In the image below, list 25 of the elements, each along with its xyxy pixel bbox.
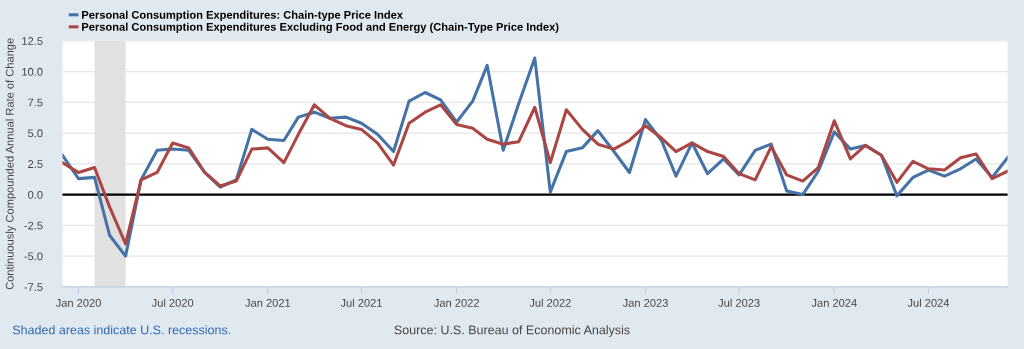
x-tick-label: Jan 2024: [811, 298, 857, 307]
y-tick-label: 2.5: [28, 160, 43, 168]
x-tick-label: Jul 2022: [529, 298, 571, 307]
y-tick-label: 10.0: [22, 67, 43, 76]
legend-label: Personal Consumption Expenditures: Chain-type Price Index: [82, 10, 403, 21]
x-tick-label: Jul 2023: [718, 298, 760, 307]
source-note: Source: U.S. Bureau of Economic Analysis: [394, 325, 630, 337]
x-tick-label: Jul 2021: [340, 298, 382, 307]
line-series: [62, 103, 1008, 246]
y-tick-label: -2.5: [24, 221, 43, 230]
x-tick-label: Jan 2023: [622, 298, 668, 307]
y-tick-label: 7.5: [28, 98, 43, 107]
y-tick-label: 5.0: [28, 129, 43, 138]
y-tick-label: 0.0: [28, 190, 43, 199]
x-tick-label: Jan 2022: [433, 298, 479, 307]
y-axis-title: Continuously Compounded Annual Rate of Change: [5, 38, 16, 290]
x-tick-label: Jan 2020: [55, 298, 101, 307]
text: Shaded areas indicate U.S. recessions.: [12, 325, 231, 335]
x-tick-label: Jan 2021: [245, 298, 291, 307]
y-tick-label: -5.0: [24, 252, 43, 261]
y-tick-label: -7.5: [24, 283, 43, 292]
legend-label: Personal Consumption Expenditures Excluding Food and Energy (Chain-Type Price Index): [82, 22, 559, 34]
x-tick-label: Jul 2020: [151, 298, 194, 307]
y-tick-label: 12.5: [22, 37, 43, 45]
x-tick-label: Jul 2024: [907, 298, 950, 307]
